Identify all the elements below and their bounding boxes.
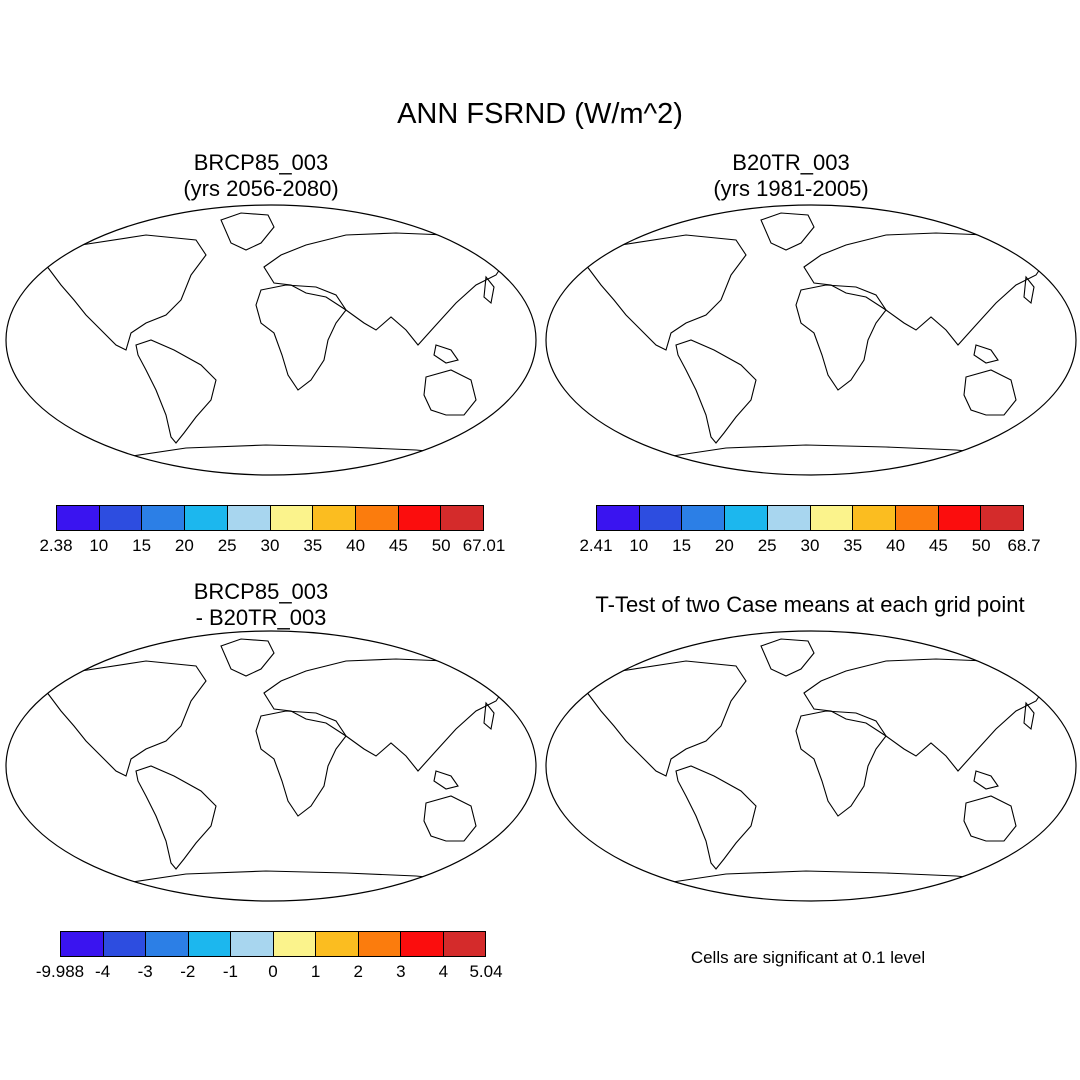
- colorbar-tick-label: 4: [438, 962, 449, 981]
- panel-title-ttest: T-Test of two Case means at each grid po…: [595, 592, 1025, 617]
- colorbar-tick-label: 35: [843, 536, 863, 555]
- colorbar-top-right: [596, 505, 1024, 531]
- colorbar-tick-label: 40: [346, 536, 366, 555]
- panel-title-case: B20TR_003: [732, 150, 850, 175]
- colorbar-segment: [441, 506, 484, 530]
- colorbar-tick-label: 10: [89, 536, 109, 555]
- colorbar-labels-bottom-left: -9.988 -4 -3 -2 -1 0 1 2 3 4 5.04: [36, 962, 503, 984]
- colorbar-tick-label: 30: [800, 536, 820, 555]
- colorbar-segment: [146, 932, 189, 956]
- colorbar-tick-label: -3: [137, 962, 153, 981]
- colorbar-segment: [853, 506, 896, 530]
- panel-title-bottom-left: BRCP85_003 - B20TR_003: [11, 579, 511, 631]
- colorbar-segment: [639, 506, 683, 530]
- colorbar-tick-label: 1: [310, 962, 321, 981]
- colorbar-segment: [313, 506, 356, 530]
- colorbar-tick-label: 45: [928, 536, 948, 555]
- colorbar-segment: [358, 932, 401, 956]
- colorbar-tick-label: 3: [396, 962, 406, 981]
- colorbar-tick-label: 45: [388, 536, 408, 555]
- colorbar-segment: [231, 932, 274, 956]
- colorbar-segment: [316, 932, 359, 956]
- colorbar-tick-label: 67.01: [462, 536, 506, 555]
- colorbar-tick-label: 25: [217, 536, 237, 555]
- colorbar-tick-label: 2: [353, 962, 363, 981]
- colorbar-segment: [57, 506, 100, 530]
- colorbar-tick-label: 2.38: [39, 536, 73, 555]
- colorbar-segment: [682, 506, 726, 530]
- map-top-right: [545, 204, 1077, 476]
- colorbar-segment: [188, 932, 231, 956]
- colorbar-segment: [273, 932, 316, 956]
- colorbar-segment: [725, 506, 768, 530]
- panel-title-years: (yrs 2056-2080): [183, 176, 339, 201]
- panel-title-case: BRCP85_003: [193, 579, 329, 604]
- colorbar-segment: [355, 506, 399, 530]
- colorbar-tick-label: -1: [222, 962, 238, 981]
- panel-title-top-left: BRCP85_003 (yrs 2056-2080): [11, 150, 511, 202]
- colorbar-segment: [443, 932, 485, 956]
- significance-note: Cells are significant at 0.1 level: [690, 948, 926, 967]
- colorbar-labels-top-right: 2.41 10 15 20 25 30 35 40 45 50 68.7: [579, 536, 1040, 558]
- colorbar-tick-label: 2.41: [579, 536, 613, 555]
- colorbar-tick-label: 35: [303, 536, 323, 555]
- colorbar-tick-label: 0: [268, 962, 278, 981]
- colorbar-segment: [61, 932, 104, 956]
- colorbar-tick-label: 50: [431, 536, 451, 555]
- map-bottom-right: [545, 630, 1077, 902]
- colorbar-tick-label: 20: [714, 536, 734, 555]
- panel-title-diff: - B20TR_003: [195, 605, 327, 630]
- colorbar-segment: [227, 506, 271, 530]
- colorbar-segment: [270, 506, 314, 530]
- colorbar-tick-label: 40: [886, 536, 906, 555]
- colorbar-tick-label: 68.7: [1007, 536, 1041, 555]
- colorbar-top-left: [56, 505, 484, 531]
- colorbar-segment: [895, 506, 939, 530]
- figure-title: ANN FSRND (W/m^2): [397, 98, 683, 130]
- colorbar-segment: [767, 506, 811, 530]
- colorbar-segment: [398, 506, 442, 530]
- colorbar-tick-label: 50: [971, 536, 991, 555]
- colorbar-tick-label: 15: [132, 536, 152, 555]
- panel-title-case: BRCP85_003: [193, 150, 329, 175]
- colorbar-labels-top-left: 2.38 10 15 20 25 30 35 40 45 50 67.01: [39, 536, 505, 558]
- colorbar-tick-label: 5.04: [469, 962, 503, 981]
- colorbar-tick-label: 10: [629, 536, 649, 555]
- colorbar-tick-label: 25: [757, 536, 777, 555]
- colorbar-segment: [401, 932, 444, 956]
- colorbar-segment: [103, 932, 146, 956]
- colorbar-tick-label: 15: [672, 536, 692, 555]
- colorbar-segment: [597, 506, 640, 530]
- colorbar-segment: [99, 506, 143, 530]
- colorbar-segment: [142, 506, 186, 530]
- colorbar-segment: [981, 506, 1024, 530]
- panel-title-top-right: B20TR_003 (yrs 1981-2005): [541, 150, 1041, 202]
- colorbar-tick-label: -2: [180, 962, 196, 981]
- colorbar-tick-label: 30: [260, 536, 280, 555]
- colorbar-tick-label: -9.988: [35, 962, 85, 981]
- colorbar-segment: [938, 506, 982, 530]
- colorbar-tick-label: -4: [95, 962, 111, 981]
- colorbar-bottom-left: [60, 931, 486, 957]
- colorbar-segment: [185, 506, 228, 530]
- map-top-left: [5, 204, 537, 476]
- colorbar-segment: [810, 506, 854, 530]
- panel-title-years: (yrs 1981-2005): [713, 176, 869, 201]
- colorbar-tick-label: 20: [174, 536, 194, 555]
- map-bottom-left: [5, 630, 537, 902]
